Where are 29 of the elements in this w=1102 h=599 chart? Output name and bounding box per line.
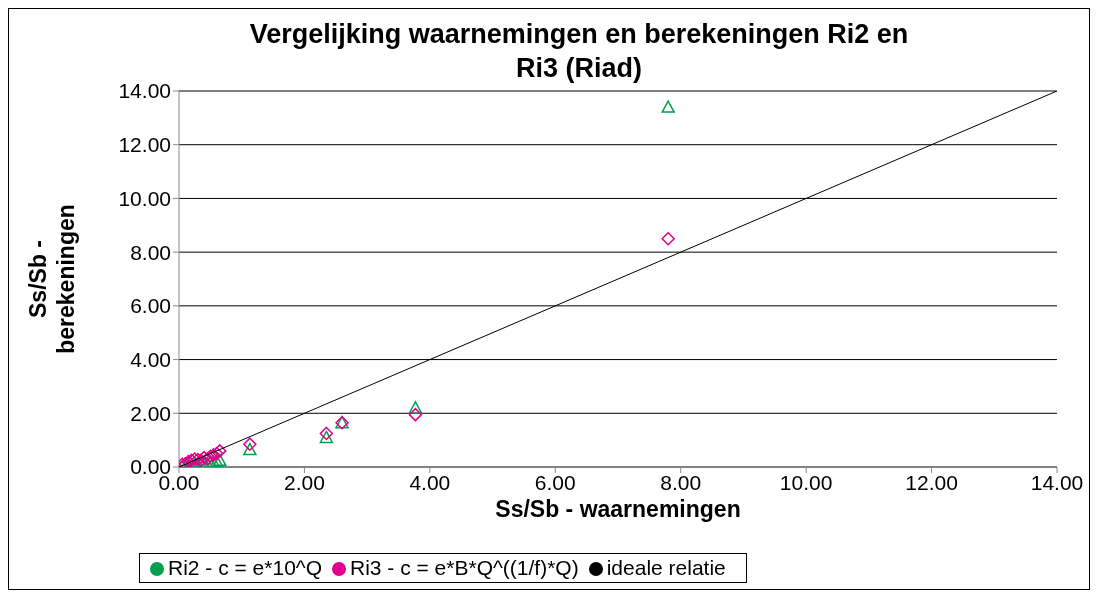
point	[243, 442, 257, 456]
chart-title: Vergelijking waarnemingen en berekeningen Ri2 en Ri3 (Riad)	[248, 18, 910, 85]
x-axis-title: Ss/Sb - waarnemingen	[495, 496, 741, 522]
point	[408, 407, 423, 422]
point	[408, 401, 423, 414]
legend-label: Ri2 - c = e*10^Q	[168, 556, 323, 579]
x-tick-label: 6.00	[534, 470, 576, 494]
x-tick-label: 2.00	[283, 470, 325, 494]
point	[213, 453, 227, 467]
y-tick-label: 10.00	[118, 186, 171, 210]
y-tick-label: 12.00	[118, 133, 171, 157]
y-axis-title: Ss/Sb - berekeningen	[25, 204, 79, 354]
x-tick-label: 4.00	[409, 470, 451, 494]
x-tick-label: 14.00	[1030, 470, 1084, 494]
x-tick-label: 12.00	[905, 470, 958, 494]
point	[243, 437, 257, 451]
y-tick-label: 2.00	[130, 401, 171, 425]
y-tick-label: 4.00	[130, 348, 171, 372]
point	[319, 430, 334, 444]
point	[213, 444, 227, 458]
y-tick-label: 8.00	[130, 240, 171, 264]
y-tick-label: 6.00	[130, 294, 171, 318]
point	[661, 231, 675, 246]
y-tick-label: 14.00	[118, 79, 171, 103]
point	[661, 100, 675, 113]
x-tick-label: 8.00	[660, 470, 702, 494]
legend-label: Ri3 - c = e*B*Q^((1/f)*Q)	[350, 556, 579, 579]
x-tick-label: 10.00	[779, 470, 833, 494]
legend-label: ideale relatie	[606, 556, 726, 579]
